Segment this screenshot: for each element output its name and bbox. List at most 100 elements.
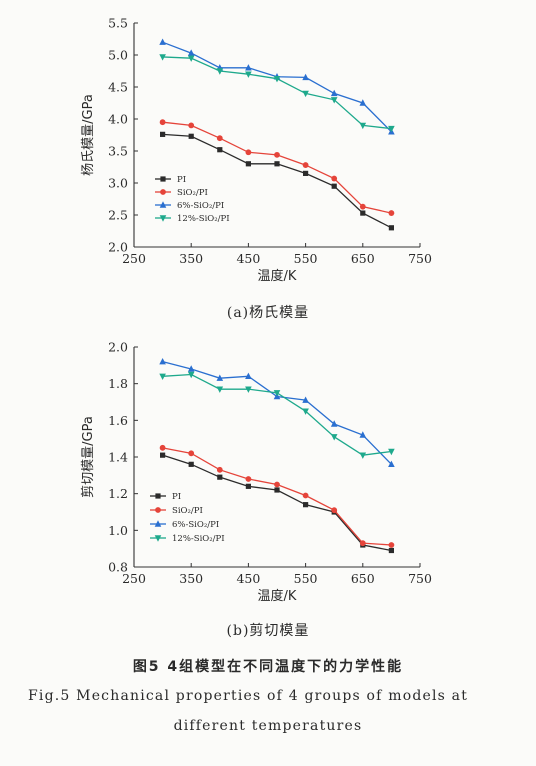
data-point (359, 452, 367, 459)
data-point (188, 122, 195, 129)
data-point (303, 170, 309, 176)
data-point (359, 540, 366, 547)
data-point (160, 452, 166, 458)
data-point (245, 64, 252, 71)
data-point (217, 147, 223, 153)
legend-marker (155, 493, 161, 499)
data-point (359, 99, 367, 106)
data-point (188, 450, 195, 457)
data-point (330, 434, 338, 441)
legend: PI SiO₂/PI 6%-SiO₂/PI 12%-SiO₂/PI (155, 175, 230, 224)
legend-marker (154, 520, 162, 527)
data-point (273, 390, 281, 397)
data-point (245, 483, 251, 489)
y-tick-label: 3.5 (108, 144, 128, 159)
data-point (245, 71, 252, 78)
x-tick-label: 450 (236, 251, 260, 266)
series-line (162, 56, 392, 130)
data-point (388, 210, 395, 216)
series-3 (159, 38, 395, 135)
y-tick-label: 5.0 (108, 48, 128, 63)
data-point (216, 466, 223, 473)
data-point (245, 161, 251, 167)
data-point (187, 49, 195, 56)
y-tick-label: 1.6 (108, 413, 128, 428)
figure-caption-en-line2: different temperatures (173, 718, 363, 734)
subcaption-a: (a)杨氏模量 (226, 305, 310, 321)
data-point (274, 481, 280, 488)
data-point (159, 54, 166, 61)
data-point (188, 461, 194, 467)
legend-entry: 6%-SiO₂/PI (172, 520, 219, 530)
data-point (302, 492, 309, 499)
figure-caption-cn: 图5 4组模型在不同温度下的力学性能 (132, 659, 404, 675)
data-point (216, 135, 223, 142)
data-point (159, 119, 166, 126)
x-tick-label: 250 (122, 571, 146, 586)
data-point (330, 89, 338, 97)
y-axis-title: 剪切模量/GPa (80, 416, 96, 498)
data-point (331, 175, 338, 182)
data-point (245, 149, 252, 156)
data-point (331, 507, 338, 514)
y-tick-label: 1.0 (108, 523, 128, 538)
data-point (331, 183, 337, 189)
x-tick-label: 350 (179, 251, 203, 266)
data-point (388, 448, 395, 456)
data-point (274, 151, 280, 158)
y-tick-label: 1.8 (108, 376, 128, 391)
data-point (302, 90, 309, 98)
legend-entry: PI (172, 492, 181, 502)
data-point (330, 420, 338, 427)
series-2 (159, 444, 395, 548)
shear-modulus-chart: 250 350 450 550 650 750 0.8 1.0 1.2 1.4 1.6 1.8 2.0 温… (80, 340, 432, 605)
data-point (274, 161, 280, 167)
x-tick-label: 450 (236, 571, 260, 586)
y-axis-title: 杨氏模量/GPa (81, 94, 96, 176)
x-tick-label: 550 (294, 571, 318, 586)
data-point (388, 125, 395, 133)
series-line (162, 373, 392, 456)
y-tick-label: 2.0 (108, 240, 128, 255)
y-tick-label: 1.4 (108, 450, 128, 465)
data-point (359, 203, 366, 210)
data-point (159, 444, 166, 451)
legend-entry: 12%-SiO₂/PI (172, 534, 225, 544)
x-axis-title: 温度/K (258, 268, 297, 284)
data-point (388, 225, 394, 231)
x-tick-label: 650 (351, 571, 375, 586)
legend-entry: SiO₂/PI (172, 506, 203, 516)
data-point (273, 75, 281, 83)
data-point (159, 373, 166, 381)
data-point (388, 547, 394, 554)
data-point (245, 386, 252, 393)
data-point (388, 542, 395, 548)
y-tick-label: 4.5 (108, 80, 128, 95)
legend-marker (159, 201, 167, 208)
series-4 (159, 371, 395, 459)
data-point (302, 73, 309, 81)
series-line (162, 447, 392, 546)
y-tick-label: 0.8 (108, 560, 128, 575)
data-point (216, 374, 224, 381)
data-point (330, 97, 338, 104)
legend-entry: 12%-SiO₂/PI (177, 214, 230, 224)
series-line (162, 121, 392, 214)
youngs-modulus-chart: 250 350 450 550 650 750 2.0 2.5 3.0 3.5 4.0 4.5 5.0 5… (81, 16, 432, 285)
y-tick-label: 5.5 (108, 16, 128, 31)
data-point (245, 476, 252, 482)
data-point (187, 55, 195, 62)
legend-marker (160, 189, 166, 195)
data-point (359, 122, 367, 130)
data-point (188, 133, 194, 139)
data-point (187, 371, 195, 379)
x-tick-label: 350 (179, 571, 203, 586)
legend-marker (160, 176, 166, 182)
legend: PI SiO₂/PI 6%-SiO₂/PI 12%-SiO₂/PI (150, 492, 225, 544)
data-point (159, 357, 166, 365)
y-tick-label: 3.0 (108, 176, 128, 191)
y-tick-label: 2.5 (108, 208, 128, 223)
data-point (187, 365, 195, 372)
y-tick-label: 2.0 (108, 340, 128, 355)
